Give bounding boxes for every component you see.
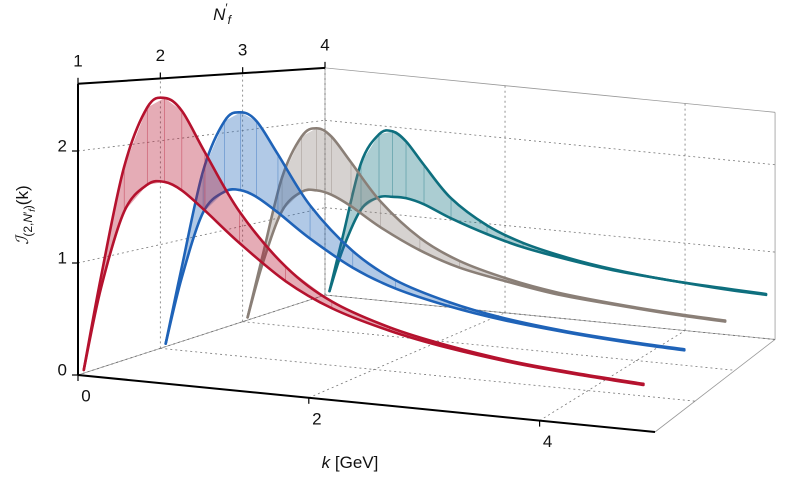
y-tick-label: 2 (58, 136, 67, 155)
x-tick-label: 0 (81, 386, 90, 405)
label-part: ) (21, 205, 35, 209)
label-part: ′ (225, 1, 228, 15)
label-part: (k) (13, 185, 32, 205)
box-edge (654, 339, 776, 433)
y-tick-label: 1 (58, 248, 67, 267)
z-axis (77, 66, 326, 85)
grid-line (324, 207, 776, 253)
label-part: [GeV] (330, 453, 378, 472)
ribbon-fill (329, 131, 767, 295)
y-axis-label: ℐ(2,N′f)(k) (13, 185, 37, 244)
grid-line (324, 294, 776, 340)
grid-line (160, 347, 696, 402)
z-tick-label: 3 (238, 41, 247, 60)
x-tick-label: 2 (312, 409, 321, 428)
z-tick-label: 4 (320, 35, 329, 54)
upper-curve (82, 96, 645, 386)
label-part: k (322, 453, 332, 472)
x-axis-label: k [GeV] (322, 453, 379, 472)
box-edge (324, 67, 776, 113)
label-part: (2, (21, 223, 35, 237)
grid-line (77, 119, 326, 152)
grid-line (308, 312, 506, 399)
z-tick-label: 1 (73, 51, 82, 70)
label-part: ′ (21, 211, 35, 214)
z-axis-label: N′f (213, 1, 233, 27)
label-part: N (21, 214, 35, 223)
label-part: N (213, 5, 226, 24)
x-tick-label: 4 (543, 432, 552, 451)
grid-line (539, 330, 686, 421)
grid-line (324, 119, 776, 166)
upper-curve (328, 129, 768, 296)
x-axis (77, 374, 656, 433)
grid-line (77, 294, 326, 376)
upper-curve (246, 126, 727, 322)
label-part: f (27, 208, 37, 212)
z-tick-label: 2 (156, 46, 165, 65)
label-part: f (228, 13, 233, 27)
label-part: ℐ (13, 234, 32, 245)
ribbon-fill (83, 97, 644, 385)
y-tick-label: 0 (58, 360, 67, 379)
upper-curve (164, 111, 686, 351)
